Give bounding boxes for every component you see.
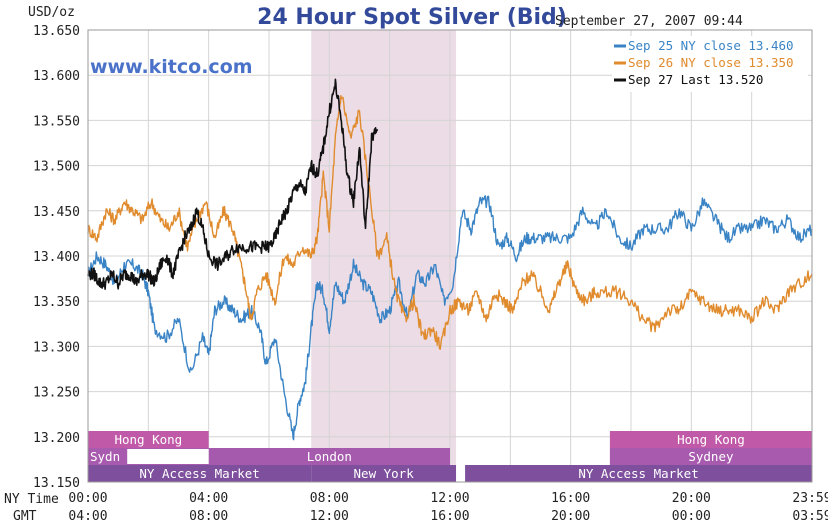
session-label: Sydney — [688, 449, 734, 464]
gmt-tick: 16:00 — [430, 509, 469, 524]
ny-time-tick: 20:00 — [672, 491, 711, 506]
y-tick-label: 13.600 — [33, 69, 80, 84]
gmt-tick: 12:00 — [310, 509, 349, 524]
session-bar — [208, 448, 450, 465]
ny-time-label: NY Time — [4, 492, 59, 507]
legend-entry: Sep 26 NY close 13.350 — [628, 55, 794, 70]
session-bar — [609, 448, 812, 465]
kitco-watermark: www.kitco.com — [90, 56, 253, 78]
y-tick-label: 13.400 — [33, 250, 80, 265]
chart-timestamp: September 27, 2007 09:44 — [555, 14, 743, 29]
series-line-1 — [87, 195, 813, 441]
series-line-3 — [87, 78, 379, 290]
legend-box — [612, 36, 808, 92]
session-bar — [465, 465, 812, 482]
legend-entry: Sep 27 Last 13.520 — [628, 72, 763, 87]
session-bar — [311, 465, 457, 482]
y-tick-label: 13.300 — [33, 340, 80, 355]
y-tick-label: 13.200 — [33, 431, 80, 446]
y-tick-label: 13.500 — [33, 160, 80, 175]
session-label: New York — [354, 466, 415, 481]
ny-time-tick: 12:00 — [430, 491, 469, 506]
legend-entry: Sep 25 NY close 13.460 — [628, 38, 794, 53]
gmt-label: GMT — [13, 509, 37, 524]
session-label: Hong Kong — [677, 432, 745, 447]
price-lines — [87, 78, 813, 441]
session-bar — [88, 431, 209, 448]
ny-time-tick: 00:00 — [68, 491, 107, 506]
session-gap — [127, 449, 209, 464]
session-label: Sydn — [90, 449, 120, 464]
session-label: Hong Kong — [114, 432, 182, 447]
plot-frame — [87, 29, 813, 483]
gmt-tick: 20:00 — [551, 509, 590, 524]
session-label: NY Access Market — [139, 466, 259, 481]
session-label: London — [307, 449, 352, 464]
y-tick-label: 13.250 — [33, 386, 80, 401]
chart-title: 24 Hour Spot Silver (Bid) — [257, 5, 567, 30]
ny-time-tick: 04:00 — [189, 491, 228, 506]
x-tick-labels: 00:00 04:00 04:00 08:00 08:00 12:00 12:00 16:00… — [68, 491, 828, 524]
y-tick-label: 13.450 — [33, 205, 80, 220]
gmt-tick: 00:00 — [672, 509, 711, 524]
ny-time-tick: 08:00 — [310, 491, 349, 506]
y-tick-label: 13.550 — [33, 114, 80, 129]
y-tick-label: 13.650 — [33, 24, 80, 39]
session-label: NY Access Market — [578, 466, 698, 481]
gmt-tick: 03:59 — [792, 509, 828, 524]
market-sessions: Hong Kong Hong Kong Sydn London Sydney NY Acc… — [88, 431, 812, 482]
y-axis-label: USD/oz — [28, 5, 75, 20]
gmt-tick: 04:00 — [68, 509, 107, 524]
gmt-tick: 08:00 — [189, 509, 228, 524]
y-tick-labels: 13.650 13.600 13.550 13.500 13.450 13.400 13.3… — [33, 24, 80, 491]
session-bar — [609, 431, 812, 448]
series-line-2 — [87, 95, 813, 350]
y-tick-label: 13.150 — [33, 476, 80, 491]
y-tick-label: 13.350 — [33, 295, 80, 310]
session-bar — [88, 465, 312, 482]
ny-time-tick: 16:00 — [551, 491, 590, 506]
ny-time-tick: 23:59 — [792, 491, 828, 506]
legend: Sep 25 NY close 13.460 Sep 26 NY close 13… — [612, 36, 808, 92]
